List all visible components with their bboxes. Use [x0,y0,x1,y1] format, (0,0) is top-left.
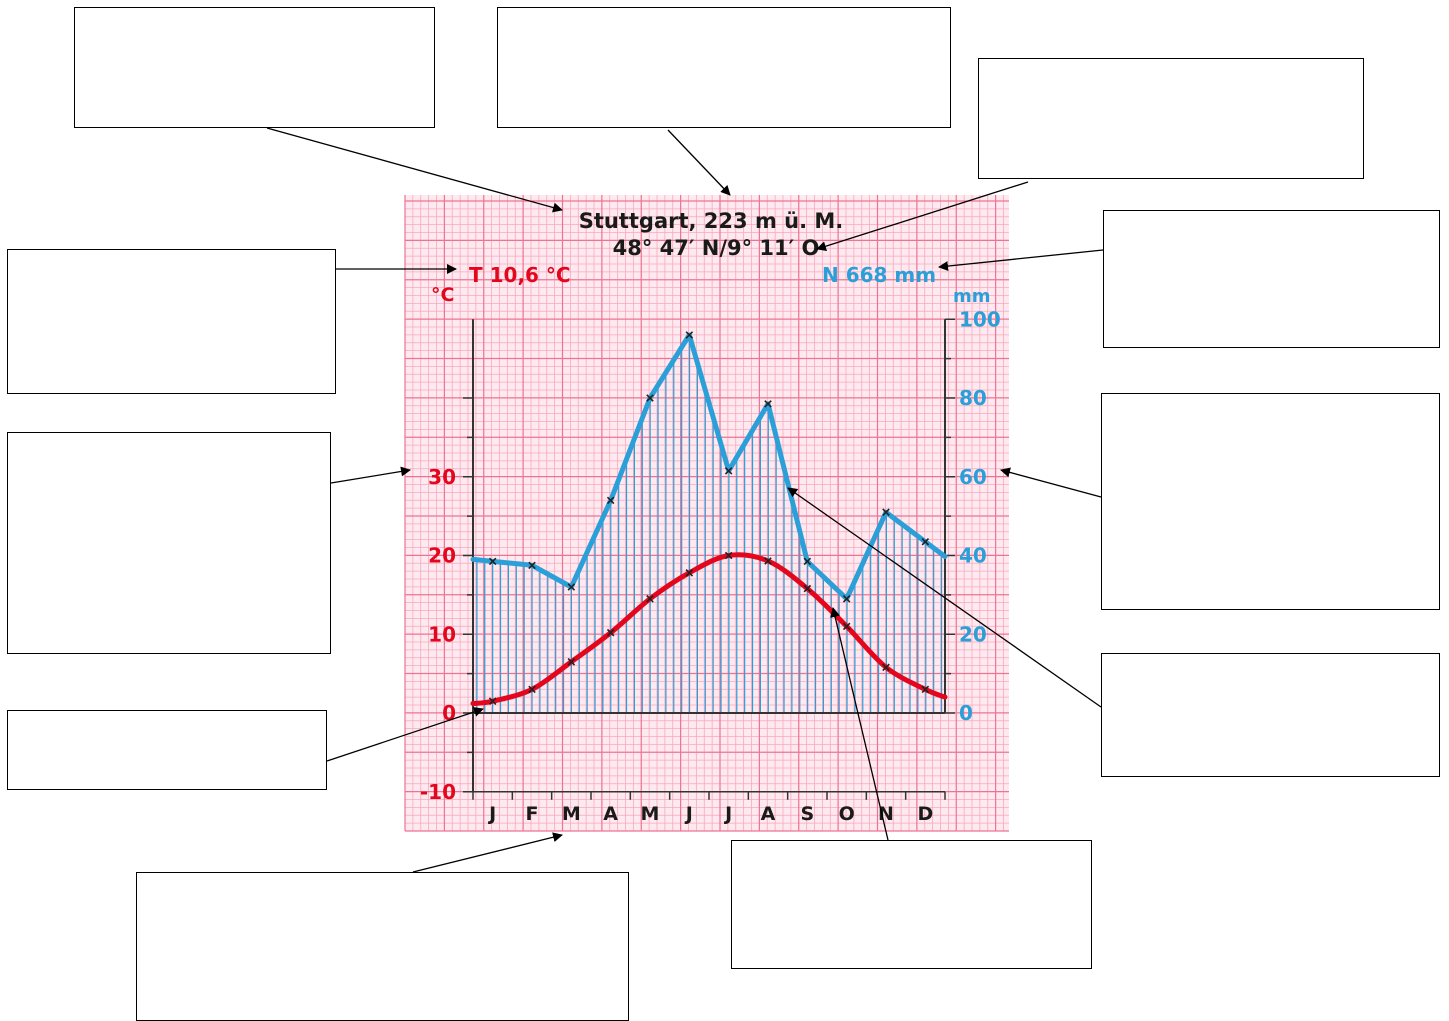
month-label: F [526,803,539,825]
label-box-annual-temperature[interactable] [7,249,336,394]
arrow-to-temperature-axis [330,466,411,484]
temperature-markers [488,551,930,705]
precipitation-tick-label: 80 [959,386,987,410]
annotation-arrows [266,127,1104,873]
precipitation-point [882,508,890,516]
label-box-title[interactable] [74,7,435,128]
temperature-point [724,551,733,560]
month-label: M [641,803,660,825]
temperature-point [567,658,576,666]
precipitation-fill-lines [476,335,943,713]
precipitation-point [606,496,615,505]
arrow-to-altitude [667,129,731,196]
temperature-point [882,663,890,672]
label-box-temperature-axis[interactable] [7,432,331,654]
precipitation-markers [488,331,930,603]
chart-subtitle: 48° 47′ N/9° 11′ O [613,236,820,260]
precipitation-line [470,332,948,602]
precipitation-point [921,537,930,546]
temperature-tick-label: 10 [428,622,456,646]
temperature-unit-label: °C [431,284,454,306]
temperature-point [606,628,615,637]
precipitation-point [567,583,576,591]
label-box-altitude[interactable] [497,7,951,128]
arrow-to-temperature-curve [830,607,889,841]
temperature-tick-label: -10 [420,780,456,804]
month-label: S [800,803,814,825]
label-box-months[interactable] [136,872,629,1021]
label-box-annual-precipitation[interactable] [1103,210,1440,348]
precipitation-tick-label: 60 [959,465,987,489]
month-label: D [917,803,933,825]
arrow-to-precipitation-curve [787,487,1102,708]
temperature-point [842,622,851,631]
month-label: A [761,803,776,825]
precipitation-point [842,595,851,603]
precipitation-point [724,467,733,475]
temperature-point [646,595,654,603]
precipitation-point [528,561,536,570]
label-box-precipitation-curve[interactable] [1101,653,1440,777]
annual-precipitation-label: N 668 mm [822,263,936,287]
temperature-point [528,685,536,694]
month-label: O [839,803,855,825]
month-label: J [723,803,732,825]
month-label: N [878,803,894,825]
temperature-tick-label: 20 [428,544,456,568]
graph-paper-background [405,195,1009,831]
temperature-point [803,584,812,593]
grid-minor-lines [405,195,1009,831]
temperature-point [685,569,694,577]
precipitation-tick-label: 40 [959,544,987,568]
precipitation-unit-label: mm [953,286,991,307]
chart-title: Stuttgart, 223 m ü. M. [579,209,844,233]
label-box-precipitation-axis[interactable] [1101,393,1440,610]
precipitation-point [646,394,654,402]
temperature-point [488,697,497,705]
precipitation-tick-label: 100 [959,307,1001,331]
temperature-tick-label: 30 [428,465,456,489]
arrow-to-coordinates [816,181,1029,252]
arrow-to-annual-precipitation [938,249,1104,272]
temperature-point [764,557,772,565]
precipitation-point [764,400,772,408]
arrow-to-title [266,127,563,213]
precipitation-tick-label: 20 [959,622,987,646]
precipitation-point [488,557,497,566]
label-box-temperature-curve[interactable] [731,840,1092,969]
month-label: A [603,803,618,825]
precipitation-point [803,557,812,566]
month-label: J [684,803,693,825]
month-label: M [562,803,581,825]
arrow-to-precipitation-axis [1000,467,1102,498]
annual-temperature-label: T 10,6 °C [469,263,571,287]
label-box-coordinates[interactable] [978,58,1364,179]
precipitation-tick-label: 0 [959,701,973,725]
month-label: J [487,803,496,825]
label-box-temperature-curve-start[interactable] [7,710,327,790]
temperature-point [921,685,930,694]
arrow-to-months [412,832,563,873]
arrow-to-temperature-curve-start [326,707,484,762]
precipitation-point [685,331,694,339]
